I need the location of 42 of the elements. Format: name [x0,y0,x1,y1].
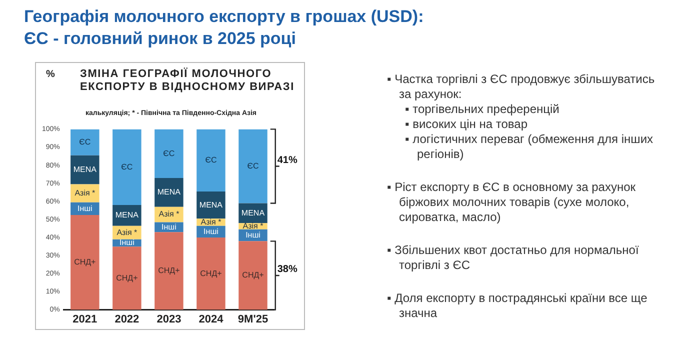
text: ▪ Частка торгівлі з ЄС продовжує збільшуватись за рахунок: [387,72,656,102]
text: 41% [277,154,298,166]
text: MENA [157,188,181,197]
series-label: СНД+ [200,268,222,278]
text: MENA [73,165,96,174]
x-tick-label: 2021 [72,313,98,326]
text: СНД+ [242,270,264,280]
x-tick-label: 9M'25 [238,313,268,326]
text: СНД+ [74,258,96,267]
text: ▪ Ріст експорту в ЄС в основному за рахунок біржових молочних товарів (сухе молоко, сироватка, масло) [387,180,637,225]
text: Азія * [74,188,96,198]
text: MENA [115,210,138,220]
text: ЄС [247,161,259,170]
text: Інші [120,238,134,248]
series-label: Азія * [200,217,222,226]
text: ЄС [121,162,133,172]
text: Інші [246,230,260,240]
x-tick-label: 2024 [198,313,224,326]
x-tick-label: 2022 [114,313,140,326]
text: Азія * [116,228,138,237]
y-axis-title: % [46,69,55,80]
text: 38% [277,264,298,276]
text: Азія * [242,221,264,230]
text: MENA [241,208,265,218]
text: Інші [204,226,218,236]
text: Інші [77,204,92,213]
x-tick-label: 2023 [156,313,182,326]
chart-subtitle: ЗМІНА ГЕОГРАФІЇ МОЛОЧНОГО ЕКСПОРТУ В ВІДНОСНОМУ ВИРАЗІ [80,68,295,94]
chart-title: Географія молочного експорту в грошах (USD): ЄС - головний ринок в 2025 році [24,6,424,50]
text: ▪ логістичних переваг (обмеження для інших регіонів) [405,132,654,162]
series-label: MENA [199,200,224,210]
series-label: Інші [162,222,177,232]
series-label: ЄС [79,137,91,146]
text: СНД+ [116,273,138,282]
text: ▪ Доля експорту в пострадянські країни все ще значна [387,291,648,321]
text: ЄС [205,156,217,165]
text: ЄС [163,148,175,158]
text: ▪ торгівельних преференцій [405,102,560,117]
text: Азія * [158,210,180,219]
text: ▪ високих цін на товар [405,117,529,132]
text: СНД+ [158,266,180,276]
text: ▪ Збільшених квот достатньо для нормальної торгівлі з ЄС [387,243,640,273]
